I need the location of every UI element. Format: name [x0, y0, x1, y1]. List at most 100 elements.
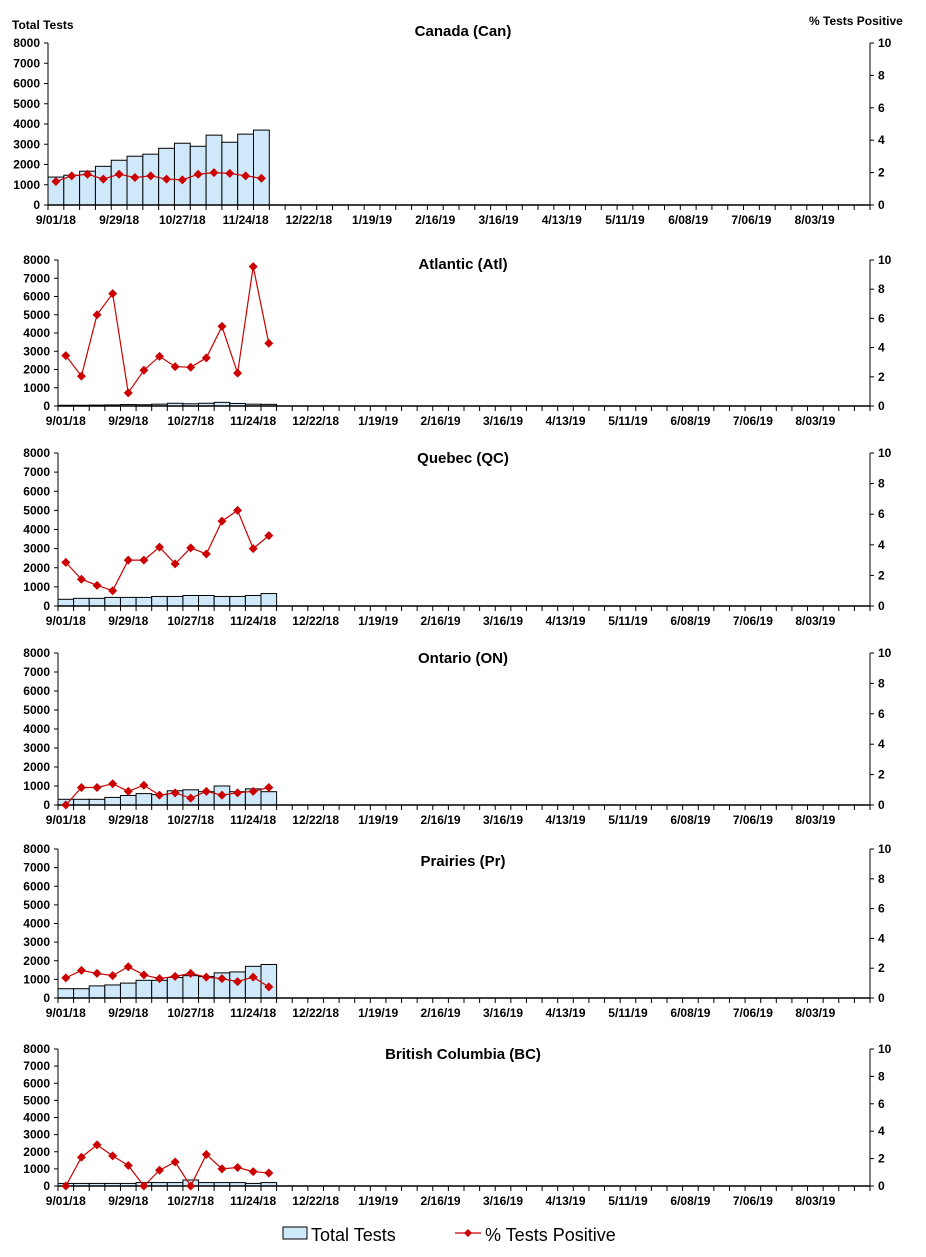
y2-tick-label: 4 — [878, 737, 885, 751]
point-tests-positive — [139, 1181, 149, 1191]
point-tests-positive — [155, 1165, 164, 1175]
legend-label-tests-positive: % Tests Positive — [485, 1225, 616, 1245]
y2-tick-label: 10 — [878, 646, 892, 660]
bar-total-tests — [260, 791, 278, 806]
point-tests-positive — [76, 1152, 86, 1162]
x-tick-label: 2/16/19 — [421, 1006, 461, 1020]
point-tests-positive — [123, 1160, 133, 1170]
point-tests-positive — [139, 780, 149, 790]
point-tests-positive — [61, 351, 71, 361]
y-tick-label: 3000 — [23, 741, 50, 755]
x-tick-label: 10/27/18 — [167, 1194, 214, 1208]
x-tick-label: 6/08/19 — [668, 213, 708, 227]
y2-tick-label: 0 — [878, 1179, 885, 1193]
panel-5: British Columbia (BC) 0 1000 2000 3000 4000 50… — [23, 1042, 891, 1208]
y-tick-label: 5000 — [23, 503, 50, 517]
chart-title: Ontario (ON) — [418, 650, 508, 667]
x-tick-label: 7/06/19 — [733, 1006, 773, 1020]
y-tick-label: 7000 — [23, 665, 50, 679]
y-tick-label: 2000 — [23, 760, 50, 774]
x-tick-label: 9/29/18 — [108, 1194, 148, 1208]
y2-tick-label: 10 — [878, 446, 892, 460]
point-tests-positive — [217, 974, 227, 984]
y2-tick-label: 10 — [878, 1042, 892, 1056]
x-tick-label: 5/11/19 — [608, 614, 648, 628]
point-tests-positive — [209, 168, 219, 178]
y2-tick-label: 6 — [878, 311, 885, 325]
chart-title: Prairies (Pr) — [420, 853, 505, 870]
x-tick-label: 9/29/18 — [108, 414, 148, 428]
x-tick-label: 2/16/19 — [421, 614, 461, 628]
y-tick-label: 4000 — [13, 117, 40, 131]
x-tick-label: 5/11/19 — [608, 1194, 648, 1208]
y2-tick-label: 10 — [878, 253, 892, 267]
chart-title: Atlantic (Atl) — [418, 256, 507, 273]
bar-total-tests — [57, 598, 75, 607]
legend-marker — [464, 1229, 472, 1237]
x-tick-label: 2/16/19 — [415, 213, 455, 227]
point-tests-positive — [170, 559, 180, 569]
x-tick-label: 4/13/19 — [545, 813, 585, 827]
x-tick-label: 9/01/18 — [46, 813, 86, 827]
y2-tick-label: 4 — [878, 133, 885, 147]
point-tests-positive — [92, 783, 102, 793]
y2-tick-label: 4 — [878, 341, 885, 355]
x-tick-label: 7/06/19 — [733, 414, 773, 428]
line-tests-positive — [65, 266, 270, 395]
point-tests-positive — [67, 171, 77, 181]
y-tick-label: 3000 — [23, 542, 50, 556]
point-tests-positive — [108, 586, 118, 596]
point-tests-positive — [146, 171, 156, 181]
x-tick-label: 3/16/19 — [483, 813, 523, 827]
point-tests-positive — [186, 968, 196, 978]
point-tests-positive — [108, 971, 118, 981]
bar-total-tests — [253, 129, 270, 206]
bar-total-tests — [135, 979, 153, 999]
point-tests-positive — [123, 555, 133, 565]
bar-total-tests — [110, 159, 128, 206]
y2-tick-label: 0 — [878, 198, 885, 212]
y-tick-label: 5000 — [13, 97, 40, 111]
y-tick-label: 6000 — [23, 484, 50, 498]
y-tick-label: 5000 — [23, 703, 50, 717]
bar-total-tests — [57, 988, 75, 999]
point-tests-positive — [264, 982, 274, 992]
point-tests-positive — [177, 175, 187, 185]
point-tests-positive — [92, 310, 102, 320]
x-tick-label: 11/24/18 — [230, 1194, 276, 1208]
bar-total-tests — [104, 984, 121, 999]
y-tick-label: 8000 — [23, 1042, 50, 1056]
bar-total-tests — [260, 593, 278, 607]
y-tick-label: 0 — [43, 991, 50, 1005]
x-tick-label: 11/24/18 — [230, 614, 276, 628]
y2-tick-label: 8 — [878, 477, 885, 491]
x-tick-label: 6/08/19 — [670, 414, 710, 428]
x-tick-label: 8/03/19 — [795, 813, 835, 827]
point-tests-positive — [155, 974, 164, 984]
x-tick-label: 7/06/19 — [731, 213, 771, 227]
x-tick-label: 9/29/18 — [108, 1006, 148, 1020]
point-tests-positive — [217, 321, 227, 331]
point-tests-positive — [123, 962, 133, 972]
point-tests-positive — [233, 788, 243, 798]
x-tick-label: 9/01/18 — [46, 414, 86, 428]
point-tests-positive — [170, 362, 180, 372]
point-tests-positive — [108, 1151, 118, 1161]
x-tick-label: 2/16/19 — [421, 414, 461, 428]
x-tick-label: 1/19/19 — [352, 213, 392, 227]
y2-tick-label: 8 — [878, 282, 885, 296]
bar-total-tests — [260, 963, 278, 999]
y2-tick-label: 2 — [878, 370, 885, 384]
x-tick-label: 11/24/18 — [230, 813, 276, 827]
bar-total-tests — [73, 988, 90, 999]
y-tick-label: 3000 — [23, 1128, 50, 1142]
bar-total-tests — [229, 595, 246, 607]
x-tick-label: 9/01/18 — [46, 1006, 86, 1020]
point-tests-positive — [248, 544, 258, 554]
y2-tick-label: 2 — [878, 568, 885, 582]
x-tick-label: 9/29/18 — [108, 614, 148, 628]
x-tick-label: 12/22/18 — [292, 414, 339, 428]
x-tick-label: 6/08/19 — [670, 1006, 710, 1020]
y-tick-label: 8000 — [23, 842, 50, 856]
